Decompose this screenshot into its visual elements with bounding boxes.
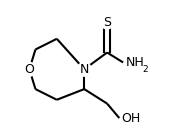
Text: OH: OH [121, 112, 140, 125]
Text: S: S [103, 16, 111, 29]
Text: 2: 2 [142, 65, 148, 74]
Text: NH: NH [126, 56, 145, 69]
Circle shape [77, 62, 91, 76]
Text: N: N [80, 63, 89, 76]
Circle shape [22, 62, 36, 76]
Text: O: O [24, 63, 34, 76]
Circle shape [100, 15, 114, 29]
